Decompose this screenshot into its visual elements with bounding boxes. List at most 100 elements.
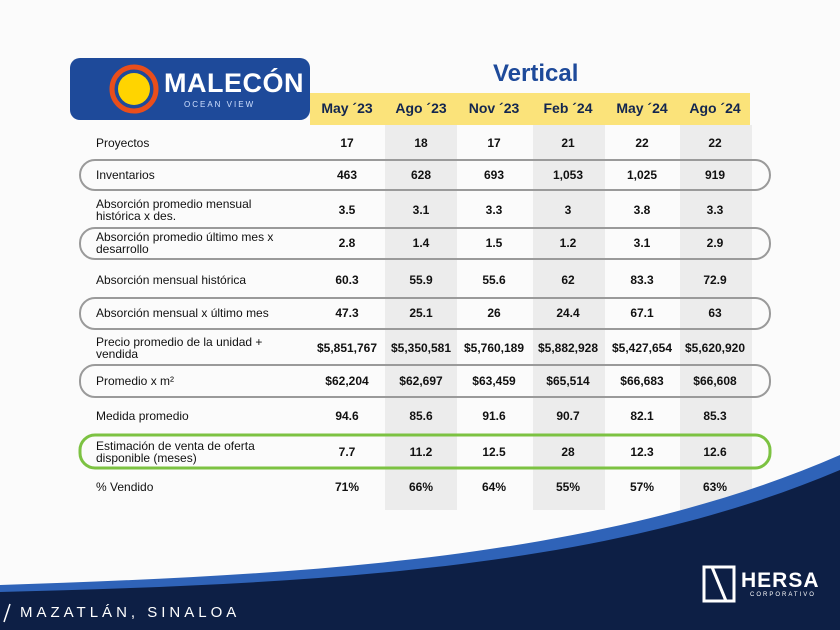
cell: 55.6 [482, 273, 506, 287]
cell: 91.6 [482, 409, 506, 423]
company: HERSA [741, 569, 820, 592]
cell: 26 [487, 306, 501, 320]
cell: 18 [414, 136, 428, 150]
cell: 12.6 [703, 445, 727, 459]
cell: 71% [334, 480, 360, 494]
row-label: Absorción mensual histórica [96, 273, 247, 287]
cell: 94.6 [335, 409, 359, 423]
cell: 3.3 [706, 203, 724, 217]
cell: 90.7 [556, 409, 580, 423]
cell: 12.3 [630, 445, 654, 459]
cell: $5,760,189 [463, 341, 525, 355]
cell: 3.8 [633, 203, 651, 217]
cell: 3.5 [338, 203, 356, 217]
cell: 67.1 [630, 306, 654, 320]
company-sub: CORPORATIVO [750, 592, 816, 598]
cell: 1.5 [485, 236, 503, 250]
cell: 83.3 [630, 273, 654, 287]
column-header: May ´23 [321, 100, 373, 116]
cell: 55% [555, 480, 581, 494]
cell: 22 [635, 136, 649, 150]
cell: 85.3 [703, 409, 727, 423]
slash [3, 603, 11, 623]
wave-dark [0, 470, 840, 630]
cell: 24.4 [556, 306, 580, 320]
cell: $66,683 [620, 374, 664, 388]
logo-box [70, 58, 310, 120]
cell: $5,350,581 [390, 341, 452, 355]
cell: 17 [340, 136, 354, 150]
cell: 628 [410, 168, 432, 182]
cell: 72.9 [703, 273, 727, 287]
row-label: % Vendido [96, 480, 154, 494]
cell: 63 [708, 306, 722, 320]
row-outlines [79, 159, 771, 398]
column-header: May ´24 [616, 100, 668, 116]
cell: $5,427,654 [611, 341, 673, 355]
row-label: Medida promedio [96, 409, 189, 423]
cell: 47.3 [335, 306, 359, 320]
cell: 3.1 [633, 236, 651, 250]
cell: 11.2 [409, 445, 433, 459]
highlight-outline [78, 433, 772, 470]
cell: 55.9 [409, 273, 433, 287]
cell: 63% [702, 480, 728, 494]
cell: 2.9 [706, 236, 724, 250]
location: MAZATLÁN, SINALOA [20, 604, 241, 621]
row-label: Proyectos [96, 136, 150, 150]
row-label: Promedio x m² [96, 374, 175, 388]
cell: $66,608 [693, 374, 737, 388]
cell: 62 [561, 273, 575, 287]
cell: 25.1 [409, 306, 433, 320]
cell: 919 [704, 168, 726, 182]
cell: 463 [336, 168, 358, 182]
cell: 1.4 [412, 236, 430, 250]
column-header: Ago ´24 [689, 100, 741, 116]
cell: 22 [708, 136, 722, 150]
cell: 21 [561, 136, 575, 150]
cell: 66% [408, 480, 434, 494]
cell: 1.2 [559, 236, 577, 250]
cell: 60.3 [335, 273, 359, 287]
logo-ring [109, 64, 159, 114]
title: Vertical [493, 60, 579, 87]
cell: 57% [629, 480, 655, 494]
header-band [310, 93, 750, 125]
cell: 3 [564, 203, 572, 217]
hersa-icon [702, 565, 736, 603]
cell: 2.8 [338, 236, 356, 250]
cell: 28 [561, 445, 575, 459]
row-label: Precio promedio de la unidad + vendida [96, 335, 263, 361]
cell: $63,459 [472, 374, 516, 388]
cell: 3.3 [485, 203, 503, 217]
cell: 64% [481, 480, 507, 494]
cell: 85.6 [409, 409, 433, 423]
cell: 12.5 [482, 445, 506, 459]
cell: $5,851,767 [316, 341, 378, 355]
column-header: Feb ´24 [543, 100, 593, 116]
row-label: Absorción promedio último mes x desarrol… [96, 230, 274, 256]
cell: 17 [487, 136, 501, 150]
column-header: Ago ´23 [395, 100, 447, 116]
cell: $5,620,920 [684, 341, 746, 355]
cell: 693 [483, 168, 505, 182]
cell: 82.1 [630, 409, 654, 423]
cell: 1,025 [626, 168, 658, 182]
cell: $62,204 [325, 374, 369, 388]
row-label: Inventarios [96, 168, 155, 182]
brand: MALECÓN [164, 68, 304, 98]
cell: $5,882,928 [537, 341, 599, 355]
cell: 7.7 [338, 445, 356, 459]
row-label: Absorción mensual x último mes [96, 306, 269, 320]
cell: $65,514 [546, 374, 590, 388]
row-label: Estimación de venta de oferta disponible… [96, 439, 255, 465]
row-label: Absorción promedio mensual histórica x d… [96, 197, 252, 223]
brand-sub: OCEAN VIEW [184, 100, 256, 109]
column-header: Nov ´23 [468, 100, 520, 116]
cell: 3.1 [412, 203, 430, 217]
cell: 1,053 [552, 168, 584, 182]
logo-sun [118, 73, 150, 105]
cell: $62,697 [399, 374, 443, 388]
